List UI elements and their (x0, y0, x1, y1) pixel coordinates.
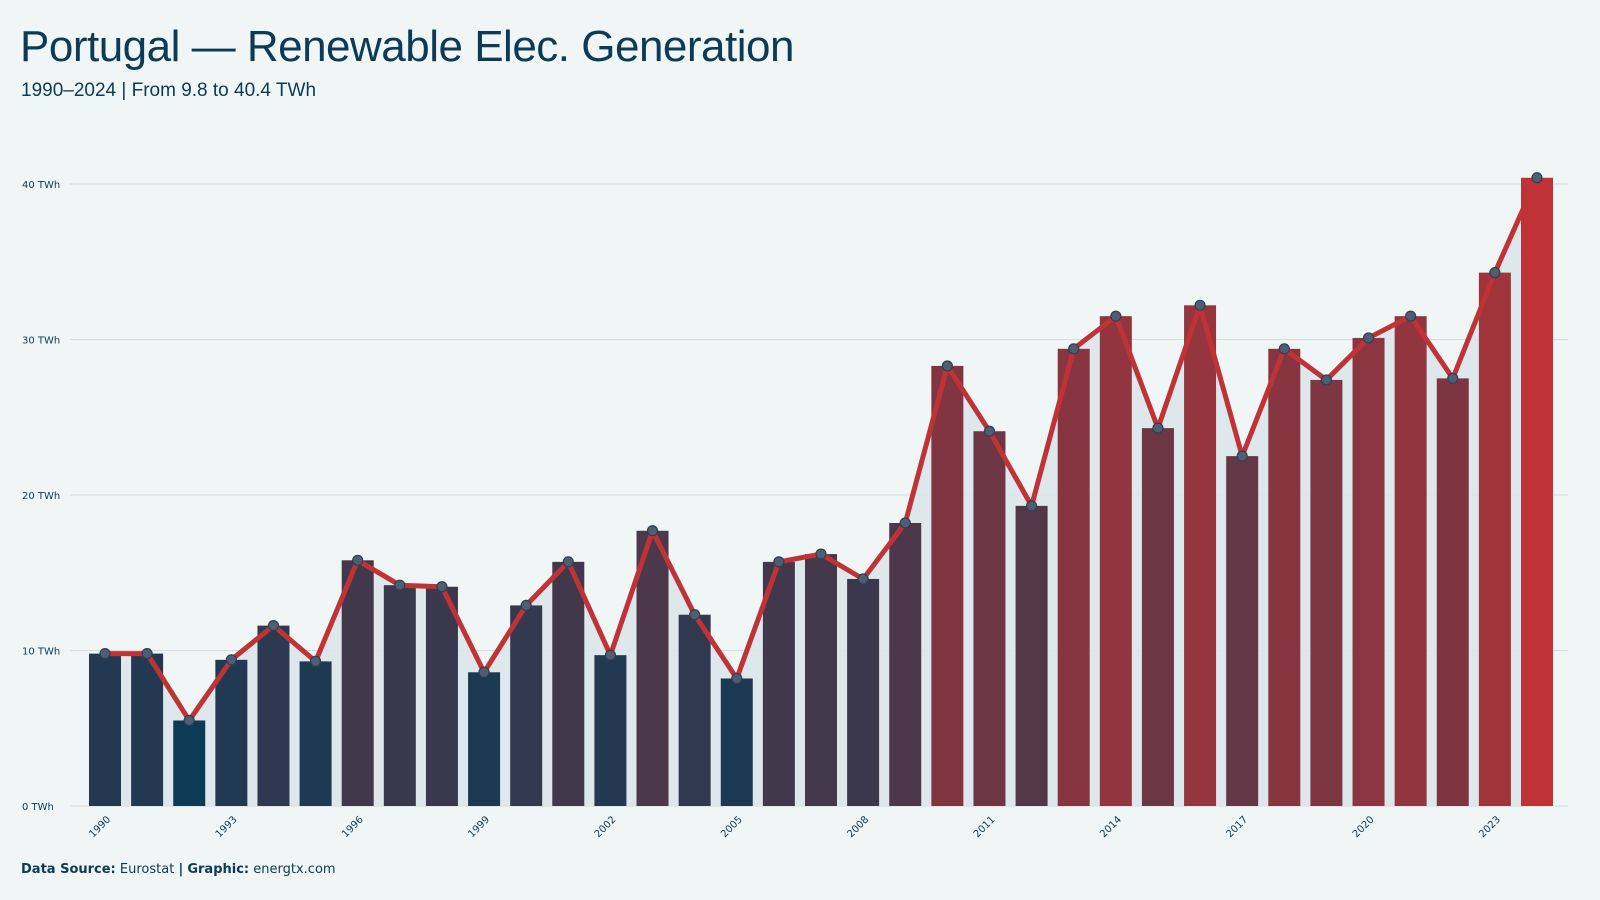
bar-2015 (1141, 428, 1174, 806)
bar-2018 (1268, 348, 1301, 806)
x-tick-label: 2017 (1225, 814, 1251, 840)
bar-2014 (1099, 316, 1132, 806)
bar-2020 (1352, 337, 1385, 806)
point-2019 (1320, 374, 1333, 386)
graphic-value: energtx.com (253, 862, 336, 877)
bar-2016 (1184, 305, 1217, 806)
bar-1996 (341, 560, 374, 806)
point-1992 (183, 714, 195, 727)
point-2006 (773, 556, 785, 568)
bar-2006 (762, 561, 795, 806)
point-2005 (731, 672, 743, 685)
point-2003 (646, 525, 659, 537)
bar-1999 (468, 672, 501, 806)
bar-1995 (299, 661, 332, 806)
point-1990 (99, 648, 111, 660)
x-tick-label: 2023 (1477, 814, 1503, 840)
point-1996 (352, 554, 364, 566)
bar-2010 (931, 365, 964, 806)
y-tick-label: 20 TWh (22, 491, 60, 502)
point-2001 (562, 556, 574, 568)
point-1994 (267, 620, 280, 632)
bar-2009 (889, 522, 922, 806)
bar-1997 (383, 585, 416, 806)
bar-1991 (131, 653, 164, 806)
x-tick-label: 2020 (1351, 814, 1377, 840)
bar-2022 (1436, 378, 1469, 806)
bar-2004 (678, 614, 711, 806)
point-1999 (478, 666, 490, 678)
bar-2013 (1057, 348, 1090, 806)
point-1995 (309, 655, 322, 667)
y-tick-label: 40 TWh (22, 180, 60, 191)
point-2009 (899, 517, 911, 529)
footer-separator: | (178, 862, 184, 877)
chart-title: Portugal — Renewable Elec. Generation (20, 22, 794, 71)
point-1998 (436, 581, 448, 593)
bar-2023 (1478, 272, 1511, 806)
bar-2012 (1015, 505, 1048, 806)
point-2004 (689, 609, 701, 621)
point-2014 (1110, 310, 1122, 322)
point-2010 (941, 360, 953, 372)
bar-2001 (552, 561, 585, 806)
point-1991 (141, 648, 153, 660)
point-2012 (1025, 500, 1038, 512)
y-tick-label: 10 TWh (22, 647, 60, 658)
bar-2002 (594, 655, 627, 806)
bar-1998 (425, 586, 458, 806)
bar-2019 (1310, 379, 1343, 806)
y-tick-label: 0 TWh (22, 802, 54, 813)
bar-2017 (1226, 456, 1259, 806)
x-tick-label: 2005 (719, 814, 745, 840)
chart-subtitle: 1990–2024 | From 9.8 to 40.4 TWh (21, 80, 317, 101)
x-tick-label: 1990 (87, 814, 113, 840)
bar-2003 (636, 530, 669, 806)
x-tick-label: 1999 (466, 814, 492, 840)
point-2022 (1447, 372, 1459, 384)
point-2024 (1531, 172, 1543, 184)
graphic-label: Graphic: (187, 862, 250, 877)
point-2023 (1489, 267, 1501, 279)
point-2017 (1236, 450, 1248, 462)
point-2018 (1278, 343, 1290, 355)
bar-1990 (89, 653, 121, 806)
bar-2021 (1394, 316, 1427, 806)
bar-2011 (973, 431, 1006, 806)
point-2021 (1405, 310, 1417, 322)
source-value: Eurostat (119, 862, 175, 877)
point-2008 (857, 573, 869, 585)
point-1997 (394, 579, 406, 591)
chart-footer: Data Source: Eurostat | Graphic: energtx… (21, 862, 336, 877)
point-2020 (1362, 332, 1375, 344)
point-1993 (225, 654, 237, 666)
bar-2005 (720, 678, 753, 806)
bar-1992 (173, 720, 206, 806)
bar-1993 (215, 659, 248, 806)
bar-2008 (847, 578, 880, 806)
y-tick-label: 30 TWh (22, 336, 60, 347)
area-fill (105, 177, 1537, 806)
point-2007 (815, 548, 827, 560)
source-label: Data Source: (21, 862, 116, 877)
bar-2024 (1521, 177, 1553, 806)
point-2002 (604, 649, 617, 661)
point-2015 (1152, 422, 1164, 434)
point-2000 (520, 599, 532, 612)
bar-1994 (257, 625, 290, 806)
point-2011 (983, 425, 996, 437)
x-tick-label: 1993 (214, 814, 240, 840)
x-tick-label: 2014 (1098, 814, 1124, 840)
x-tick-label: 2002 (593, 814, 619, 840)
bar-2000 (510, 605, 543, 806)
x-tick-label: 1996 (340, 814, 366, 840)
x-tick-label: 2011 (972, 814, 998, 840)
x-tick-label: 2008 (845, 814, 871, 840)
bar-2007 (805, 554, 837, 806)
point-2016 (1194, 299, 1206, 311)
point-2013 (1068, 343, 1080, 355)
